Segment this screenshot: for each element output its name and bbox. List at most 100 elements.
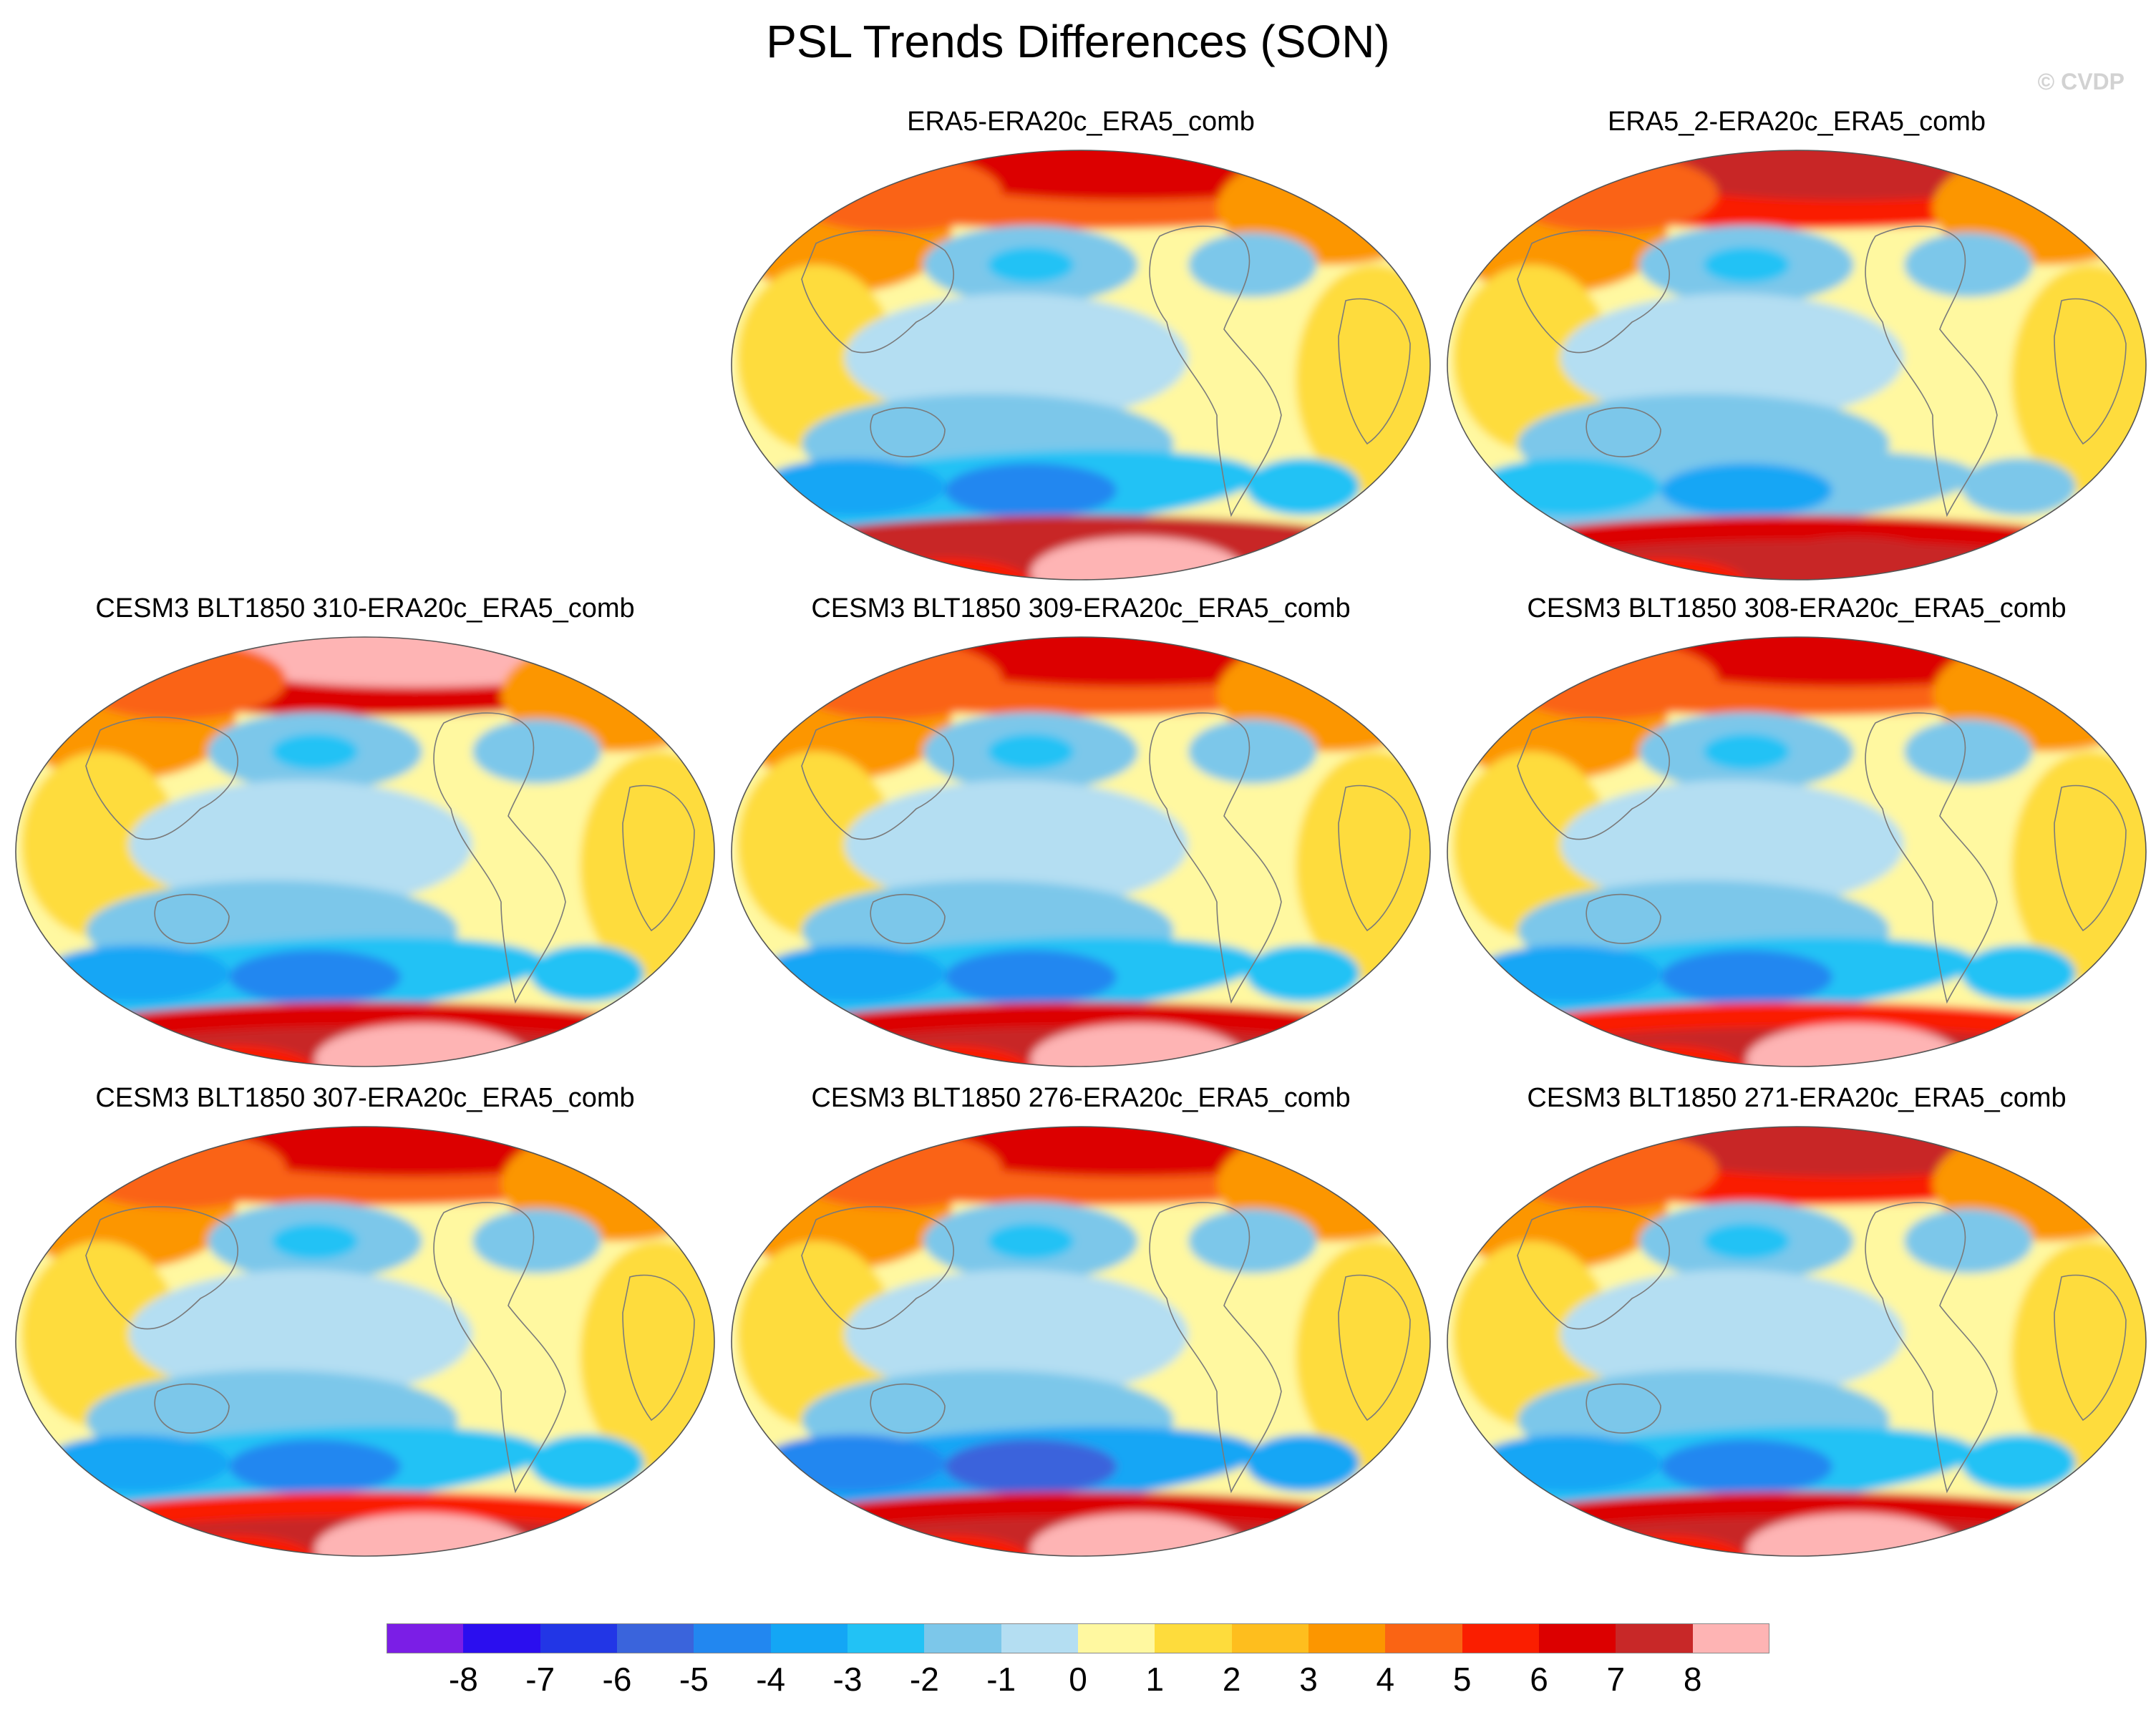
robinson-map: [731, 1126, 1431, 1557]
map-border: [15, 636, 715, 1067]
colorbar-box: [387, 1623, 464, 1653]
antarctic-high: [1031, 537, 1245, 580]
southern-ocean-atlantic: [530, 1434, 644, 1492]
colorbar-box: [924, 1623, 1002, 1653]
southern-ocean-atlantic: [1961, 945, 2076, 1002]
asia-outline: [1517, 716, 1670, 840]
north-atlantic-low: [1904, 719, 2033, 784]
panel-title: ERA5-ERA20c_ERA5_comb: [907, 107, 1255, 137]
africa-outline: [2054, 784, 2127, 932]
colorbar-box: [540, 1623, 618, 1653]
coastlines: [801, 1202, 1411, 1494]
central-pacific-low: [845, 780, 1188, 909]
africa-outline: [1338, 298, 1411, 445]
robinson-map: [1447, 150, 2147, 580]
central-pacific-low: [129, 1270, 472, 1399]
coastlines: [1517, 1202, 2127, 1494]
north-atlantic-low: [472, 1209, 601, 1273]
antarctic-high: [1747, 1024, 1961, 1067]
southern-ocean-core-west: [1475, 458, 1661, 515]
colorbar-box: [1385, 1623, 1463, 1653]
southern-ocean-atlantic: [1245, 945, 1360, 1002]
asia-outline: [801, 1206, 954, 1330]
antarctic-high-west: [859, 1535, 1031, 1556]
americas-outline: [433, 1202, 566, 1494]
north-atlantic-low: [1904, 1209, 2033, 1273]
australia-outline: [154, 1383, 230, 1434]
antarctic-high-west: [1575, 1535, 1747, 1556]
colorbar-tick-label: -2: [909, 1661, 939, 1698]
colorbar-tick-label: 5: [1452, 1661, 1472, 1698]
colorbar-box: [1692, 1623, 1770, 1653]
map-panel: CESM3 BLT1850 310-ERA20c_ERA5_comb: [7, 593, 723, 1087]
southern-ocean-atlantic: [1961, 458, 2076, 515]
north-pacific-core: [988, 734, 1074, 769]
map-panel: CESM3 BLT1850 307-ERA20c_ERA5_comb: [7, 1082, 723, 1576]
colorbar-tick-label: 8: [1683, 1661, 1702, 1698]
southern-ocean-core: [945, 950, 1117, 1004]
africa-outline: [2054, 1274, 2127, 1422]
americas-outline: [433, 712, 566, 1004]
india-high: [737, 265, 895, 451]
colorbar-box: [1616, 1623, 1694, 1653]
panel-title: CESM3 BLT1850 309-ERA20c_ERA5_comb: [811, 593, 1351, 623]
americas-outline: [1149, 1202, 1282, 1494]
coastlines: [85, 712, 695, 1004]
colorbar-box: [463, 1623, 541, 1653]
colorbar-tick-label: 7: [1606, 1661, 1626, 1698]
colorbar-box: [1539, 1623, 1616, 1653]
antarctic-high: [1031, 1513, 1245, 1556]
india-high: [1453, 1241, 1611, 1427]
siberia-high: [1503, 641, 1718, 719]
map-border: [731, 150, 1431, 580]
robinson-map: [731, 636, 1431, 1067]
robinson-map: [15, 1126, 715, 1557]
americas-outline: [1865, 712, 1998, 1004]
india-high: [1453, 752, 1611, 938]
asia-outline: [1517, 230, 1670, 354]
southern-ocean-core: [1661, 950, 1832, 1004]
colorbar-box: [1231, 1623, 1309, 1653]
colorbar-tick-label: -4: [756, 1661, 786, 1698]
colorbar-tick-label: 2: [1222, 1661, 1241, 1698]
southern-ocean-core: [1661, 1439, 1832, 1494]
africa-outline: [622, 1274, 695, 1422]
north-pacific-core: [272, 734, 358, 769]
southern-ocean-core: [945, 1439, 1117, 1494]
colorbar-box: [1155, 1623, 1233, 1653]
asia-outline: [1517, 1206, 1670, 1330]
siberia-high: [1503, 154, 1718, 233]
north-atlantic-low: [472, 719, 601, 784]
africa-outline: [622, 784, 695, 932]
antarctic-high: [1031, 1024, 1245, 1067]
north-pacific-core: [272, 1223, 358, 1259]
india-high: [737, 752, 895, 938]
colorbar-tick-label: 6: [1530, 1661, 1548, 1698]
antarctic-high: [1747, 1513, 1961, 1556]
north-pacific-core: [988, 1223, 1074, 1259]
asia-outline: [801, 716, 954, 840]
southern-ocean-atlantic: [1245, 458, 1360, 515]
siberia-high: [787, 1130, 1002, 1209]
panel-title: CESM3 BLT1850 308-ERA20c_ERA5_comb: [1527, 593, 2067, 623]
australia-outline: [154, 893, 230, 944]
north-pacific-core: [988, 247, 1074, 283]
australia-outline: [1586, 893, 1661, 944]
siberia-high: [72, 641, 286, 719]
southern-ocean-core-west: [759, 945, 945, 1002]
panel-title: CESM3 BLT1850 307-ERA20c_ERA5_comb: [95, 1083, 635, 1113]
colorbar-tick-label: -5: [679, 1661, 709, 1698]
map-border: [15, 1126, 715, 1557]
australia-outline: [1586, 407, 1661, 457]
colorbar-box: [1308, 1623, 1386, 1653]
map-panel: CESM3 BLT1850 308-ERA20c_ERA5_comb: [1439, 593, 2155, 1087]
north-pacific-core: [1704, 734, 1790, 769]
americas-outline: [1865, 225, 1998, 518]
central-pacific-low: [845, 1270, 1188, 1399]
antarctic-high: [315, 1513, 530, 1556]
asia-outline: [85, 1206, 238, 1330]
robinson-map: [731, 150, 1431, 580]
asia-outline: [801, 230, 954, 354]
southern-ocean-core-west: [1475, 945, 1661, 1002]
north-atlantic-low: [1188, 1209, 1317, 1273]
